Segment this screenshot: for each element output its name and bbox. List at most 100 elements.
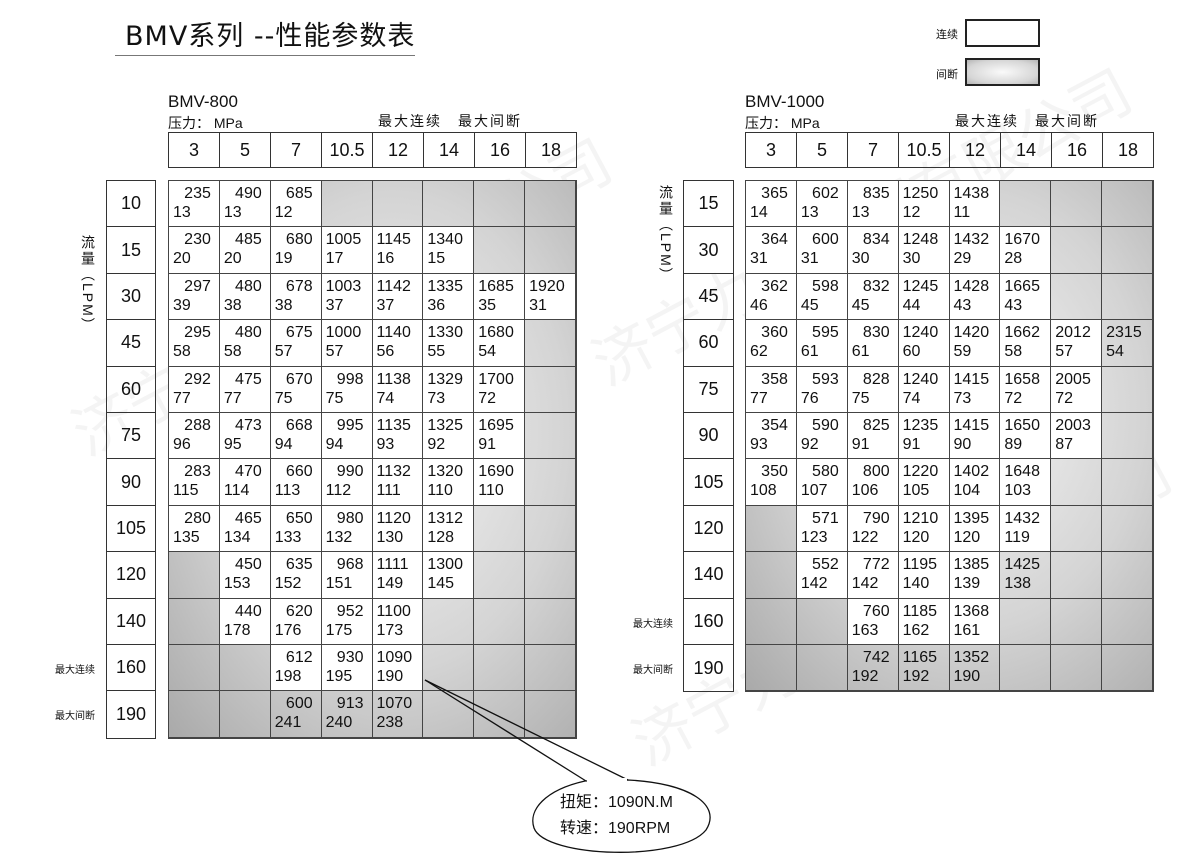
empty-cell [474, 644, 526, 692]
speed-value: 107 [800, 482, 828, 500]
data-cell-intermittent: 2315 54 [1102, 320, 1153, 367]
torque-value: 1120 [376, 509, 411, 527]
speed-value: 43 [953, 296, 972, 314]
side-label-max-intermittent: 最大间断 [55, 711, 95, 723]
data-cell-continuous: 1000 57 [321, 320, 373, 367]
data-cell-continuous: 1248 30 [898, 227, 950, 274]
torque-value: 1240 [902, 324, 939, 342]
speed-value: 106 [851, 482, 879, 500]
torque-value: 790 [862, 509, 890, 527]
data-cell-continuous: 825 91 [847, 412, 899, 460]
flow-label: 90 [107, 459, 155, 506]
data-cell-continuous: 1320 110 [423, 459, 475, 506]
data-cell-intermittent: 1070 238 [372, 691, 424, 738]
torque-value: 1402 [953, 463, 990, 481]
pressure-header-cell: 18 [540, 139, 562, 160]
torque-value: 1420 [953, 324, 990, 342]
torque-value: 1195 [902, 556, 938, 574]
speed-value: 93 [750, 435, 768, 453]
pressure-header-cell: 3 [169, 133, 220, 167]
data-cell-continuous: 358 77 [746, 366, 797, 413]
speed-value: 58 [1004, 343, 1023, 361]
speed-value: 77 [750, 389, 768, 407]
torque-value: 980 [336, 509, 364, 527]
data-cell-continuous: 1138 74 [372, 366, 424, 413]
speed-value: 93 [376, 435, 395, 453]
torque-value: 760 [862, 602, 890, 620]
torque-value: 668 [285, 416, 313, 434]
pressure-header-cell: 16 [475, 133, 526, 167]
empty-cell [525, 552, 576, 599]
torque-value: 1135 [376, 416, 411, 434]
data-cell-continuous: 1003 37 [321, 273, 373, 321]
performance-grid: 365 14 602 13 835 13 1250 12 1438 11 364 31 600 31 834… [745, 180, 1154, 693]
speed-value: 73 [953, 389, 972, 407]
flow-label: 190 [693, 657, 724, 678]
empty-cell [169, 598, 220, 645]
data-cell-intermittent: 1165 192 [898, 644, 950, 692]
torque-value: 235 [184, 185, 211, 202]
speed-value: 58 [173, 343, 191, 361]
performance-grid: 235 13 490 13 685 12 230 20 485 20 680 19 1005 17 1145… [168, 180, 577, 739]
speed-value: 161 [953, 621, 981, 639]
empty-cell [1102, 181, 1153, 228]
empty-cell [796, 598, 848, 645]
empty-cell [423, 691, 475, 738]
data-cell-continuous: 297 39 [169, 273, 220, 321]
data-cell-continuous: 952 175 [321, 598, 373, 645]
torque-value: 1438 [953, 185, 990, 202]
data-cell-continuous: 235 13 [169, 181, 220, 228]
torque-value: 595 [812, 324, 839, 342]
speed-value: 89 [1004, 435, 1023, 453]
speed-value: 132 [325, 528, 353, 546]
flow-axis-label: 流量（LPM） [80, 235, 96, 334]
flow-label: 140 [684, 552, 733, 599]
torque-value: 288 [184, 416, 211, 434]
flow-label: 60 [107, 367, 155, 413]
data-cell-continuous: 670 75 [270, 366, 322, 413]
data-cell-intermittent: 742 192 [847, 644, 899, 692]
speed-value: 122 [851, 528, 879, 546]
torque-value: 1662 [1004, 324, 1040, 342]
flow-label: 190 [115, 703, 147, 724]
pressure-header-row: 3 5 7 10.5 12 14 16 18 [168, 132, 577, 168]
data-cell-continuous: 2012 57 [1051, 320, 1103, 367]
speed-value: 110 [478, 482, 504, 500]
flow-label: 30 [107, 274, 155, 321]
torque-value: 612 [285, 648, 313, 666]
empty-cell [525, 644, 576, 692]
data-cell-continuous: 350 108 [746, 459, 797, 506]
data-cell-continuous: 1395 120 [949, 505, 1001, 553]
legend-intermittent-label: 间断 [936, 68, 958, 81]
speed-value: 16 [376, 250, 395, 268]
torque-value: 1415 [953, 370, 990, 388]
empty-cell [796, 644, 848, 692]
data-cell-continuous: 1140 56 [372, 320, 424, 367]
speed-value: 35 [478, 296, 497, 314]
torque-value: 362 [761, 277, 788, 295]
speed-value: 238 [376, 714, 404, 732]
speed-value: 54 [1106, 343, 1124, 361]
max-continuous-header: 最大连续 [955, 114, 1019, 130]
legend-intermittent-swatch [965, 58, 1040, 86]
empty-cell [525, 598, 576, 645]
torque-value: 1330 [427, 324, 463, 342]
torque-value: 1250 [902, 185, 939, 202]
data-cell-continuous: 1432 119 [1000, 505, 1052, 553]
speed-value: 92 [427, 435, 446, 453]
data-cell-continuous: 1662 58 [1000, 320, 1052, 367]
empty-cell [1102, 505, 1153, 553]
speed-value: 178 [223, 621, 251, 639]
speed-value: 175 [325, 621, 353, 639]
torque-value: 1920 [529, 277, 565, 295]
data-cell-continuous: 1240 60 [898, 320, 950, 367]
empty-cell [423, 598, 475, 645]
torque-value: 1312 [427, 509, 463, 527]
speed-value: 31 [800, 250, 819, 268]
data-cell-continuous: 1132 111 [372, 459, 424, 506]
side-label-max-continuous: 最大连续 [55, 665, 95, 676]
torque-value: 670 [285, 370, 313, 388]
speed-value: 11 [953, 204, 971, 221]
torque-value: 825 [862, 416, 890, 434]
empty-cell [423, 644, 475, 692]
